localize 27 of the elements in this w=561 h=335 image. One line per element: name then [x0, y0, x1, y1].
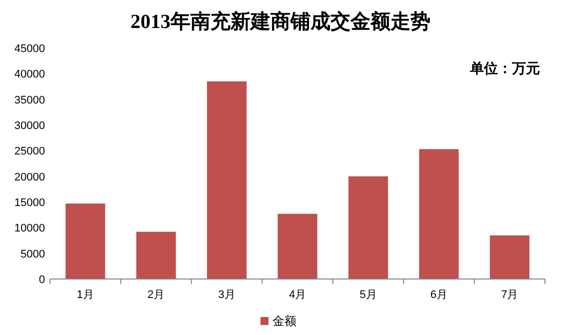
y-tick-label: 40000 — [14, 68, 45, 81]
y-tick-label: 5000 — [20, 248, 45, 260]
y-tick-label: 20000 — [14, 171, 45, 184]
y-tick-label: 45000 — [14, 43, 45, 55]
bar — [136, 232, 176, 279]
x-tick-label: 4月 — [288, 289, 306, 301]
bar — [278, 214, 318, 279]
chart-title: 2013年南充新建商铺成交金额走势 — [130, 10, 430, 33]
x-tick-label: 5月 — [360, 289, 377, 301]
y-tick-label: 15000 — [14, 197, 45, 209]
bar — [348, 176, 388, 279]
x-tick-label: 2月 — [148, 289, 165, 301]
x-tick-label: 1月 — [76, 289, 94, 301]
legend-label: 金额 — [272, 314, 296, 328]
y-tick-label: 30000 — [14, 120, 45, 132]
x-tick-label: 7月 — [501, 289, 518, 301]
y-tick-label: 10000 — [14, 222, 45, 235]
bar — [206, 81, 247, 279]
x-tick-label: 6月 — [430, 289, 448, 301]
y-tick-label: 35000 — [14, 94, 45, 106]
bar — [490, 235, 530, 279]
bar — [66, 204, 106, 279]
x-tick-label: 3月 — [218, 289, 236, 301]
y-tick-label: 0 — [38, 274, 45, 286]
y-tick-label: 25000 — [14, 146, 45, 158]
annotation: 单位：万元 — [469, 61, 540, 77]
bar — [419, 149, 459, 279]
